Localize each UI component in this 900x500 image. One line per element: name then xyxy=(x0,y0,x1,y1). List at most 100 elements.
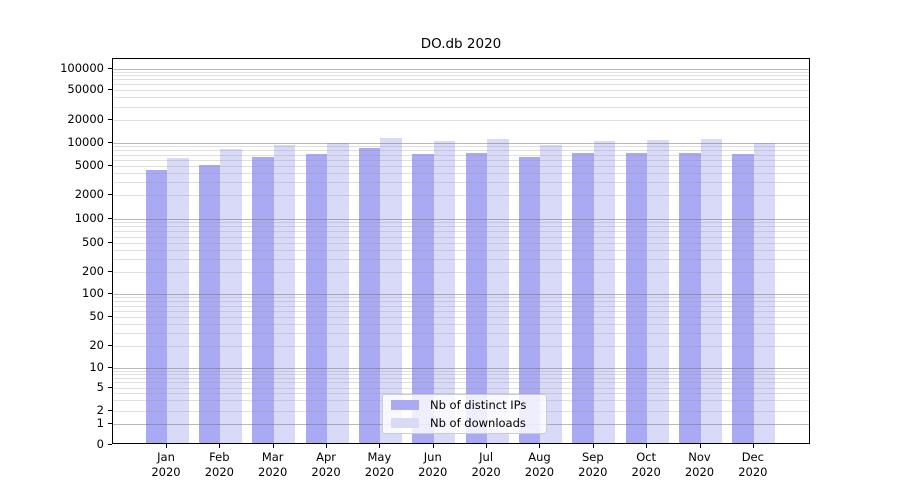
x-tick-month: Dec xyxy=(741,450,764,464)
minor-gridline xyxy=(113,120,809,121)
bar-jul-downloads xyxy=(487,139,509,443)
y-tick-label: 50 xyxy=(89,308,104,323)
y-tick-mark xyxy=(108,141,112,143)
x-tick-mark xyxy=(699,443,701,448)
bar-mar-distinct-ips xyxy=(252,157,274,443)
x-tick-month: Apr xyxy=(316,450,336,464)
bar-sep-distinct-ips xyxy=(572,153,594,443)
y-tick-mark xyxy=(108,242,112,243)
y-tick-mark xyxy=(108,67,112,69)
y-tick-label: 2000 xyxy=(74,187,104,201)
bar-oct-distinct-ips xyxy=(625,152,648,443)
y-tick-label: 1000 xyxy=(74,210,104,225)
x-tick-year: 2020 xyxy=(364,465,395,479)
bar-nov-downloads xyxy=(700,138,722,443)
bar-may-distinct-ips xyxy=(358,148,381,443)
legend-swatch-distinct-ips xyxy=(391,400,419,410)
x-tick-label-dec: Dec 2020 xyxy=(718,450,788,480)
x-tick-mark xyxy=(646,443,648,448)
bar-dec-distinct-ips xyxy=(732,154,754,443)
minor-gridline xyxy=(113,75,809,77)
bar-feb-downloads xyxy=(220,149,242,443)
x-tick-mark xyxy=(219,443,221,448)
x-tick-label-apr: Apr 2020 xyxy=(291,450,361,480)
y-tick-label: 1 xyxy=(96,415,104,430)
legend-item-distinct-ips: Nb of distinct IPs xyxy=(391,398,546,412)
x-tick-mark xyxy=(592,443,594,448)
minor-gridline xyxy=(113,89,809,91)
chart-title: DO.db 2020 xyxy=(420,36,502,52)
x-tick-label-feb: Feb 2020 xyxy=(184,450,254,480)
bar-sep-downloads xyxy=(593,140,616,443)
minor-gridline xyxy=(113,79,809,81)
x-tick-year: 2020 xyxy=(578,465,608,479)
y-tick-mark xyxy=(108,271,112,272)
x-tick-year: 2020 xyxy=(631,465,661,479)
bar-oct-downloads xyxy=(647,140,669,443)
y-tick-label: 200 xyxy=(82,264,104,278)
x-tick-month: Feb xyxy=(209,450,230,464)
x-tick-mark xyxy=(539,443,541,448)
y-tick-mark xyxy=(108,386,112,388)
bar-dec-downloads xyxy=(753,142,776,443)
y-tick-mark xyxy=(108,409,112,411)
y-tick-mark xyxy=(108,315,112,317)
plot-area: Nb of distinct IPs Nb of downloads xyxy=(112,58,810,444)
legend-label-distinct-ips: Nb of distinct IPs xyxy=(430,398,527,412)
bar-feb-distinct-ips xyxy=(198,164,221,443)
legend: Nb of distinct IPs Nb of downloads xyxy=(382,394,547,434)
x-tick-year: 2020 xyxy=(471,465,501,479)
bar-apr-downloads xyxy=(327,142,349,443)
y-tick-label: 5 xyxy=(96,379,104,394)
minor-gridline xyxy=(113,96,809,98)
y-tick-label: 5000 xyxy=(74,158,104,172)
bar-jun-distinct-ips xyxy=(412,154,434,443)
y-tick-label: 100 xyxy=(82,286,104,300)
x-tick-month: Oct xyxy=(636,450,657,464)
x-tick-month: Mar xyxy=(261,450,284,464)
x-tick-month: Sep xyxy=(581,450,604,464)
x-tick-year: 2020 xyxy=(418,465,448,479)
x-tick-year: 2020 xyxy=(204,465,234,479)
y-tick-label: 100000 xyxy=(60,60,104,75)
legend-item-downloads: Nb of downloads xyxy=(391,416,546,430)
y-tick-label: 10000 xyxy=(67,134,104,149)
x-tick-label-mar: Mar 2020 xyxy=(238,450,308,480)
y-tick-label: 20 xyxy=(89,338,104,352)
y-tick-mark xyxy=(108,293,112,294)
legend-swatch-downloads xyxy=(391,418,419,428)
y-tick-mark xyxy=(108,366,112,368)
x-tick-month: Jan xyxy=(157,450,175,464)
x-tick-label-jan: Jan 2020 xyxy=(131,450,201,480)
bar-may-downloads xyxy=(380,138,402,443)
x-tick-label-oct: Oct 2020 xyxy=(611,450,681,480)
x-tick-year: 2020 xyxy=(311,465,341,479)
major-gridline xyxy=(113,68,809,70)
minor-gridline xyxy=(113,106,809,108)
bar-mar-downloads xyxy=(273,144,296,443)
y-tick-label: 2 xyxy=(96,402,104,417)
bar-nov-distinct-ips xyxy=(679,153,701,443)
legend-label-downloads: Nb of downloads xyxy=(430,416,526,430)
y-tick-mark xyxy=(108,443,112,445)
x-tick-year: 2020 xyxy=(524,465,555,479)
x-tick-month: May xyxy=(367,450,392,464)
x-tick-month: Nov xyxy=(688,450,711,464)
y-tick-mark xyxy=(108,88,112,90)
y-tick-label: 10 xyxy=(89,359,104,374)
y-tick-mark xyxy=(108,165,112,166)
y-tick-label: 50000 xyxy=(67,81,104,96)
bar-jan-distinct-ips xyxy=(145,170,167,443)
y-tick-label: 500 xyxy=(82,235,104,249)
x-tick-year: 2020 xyxy=(684,465,715,479)
x-tick-month: Aug xyxy=(528,450,551,464)
x-tick-mark xyxy=(432,443,434,448)
minor-gridline xyxy=(113,71,809,73)
x-tick-mark xyxy=(486,443,488,448)
y-tick-mark xyxy=(108,217,112,219)
x-tick-year: 2020 xyxy=(258,465,288,479)
minor-gridline xyxy=(113,83,809,85)
x-tick-year: 2020 xyxy=(151,465,181,479)
bar-aug-distinct-ips xyxy=(518,156,541,443)
